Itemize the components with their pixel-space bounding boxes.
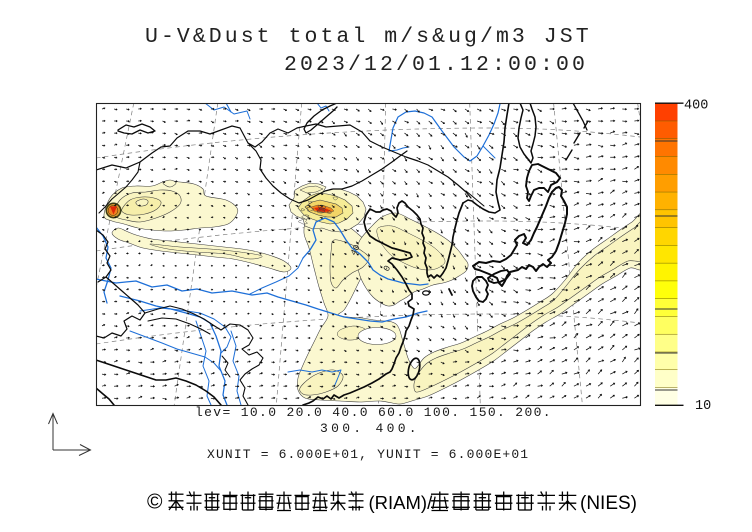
svg-text:400: 400 bbox=[684, 99, 708, 114]
svg-text:(NIES): (NIES) bbox=[580, 493, 637, 514]
svg-text:0: 0 bbox=[382, 264, 393, 273]
svg-text:(RIAM)/: (RIAM)/ bbox=[369, 492, 434, 513]
svg-text:10: 10 bbox=[695, 399, 711, 414]
svg-text:©: © bbox=[147, 491, 163, 514]
